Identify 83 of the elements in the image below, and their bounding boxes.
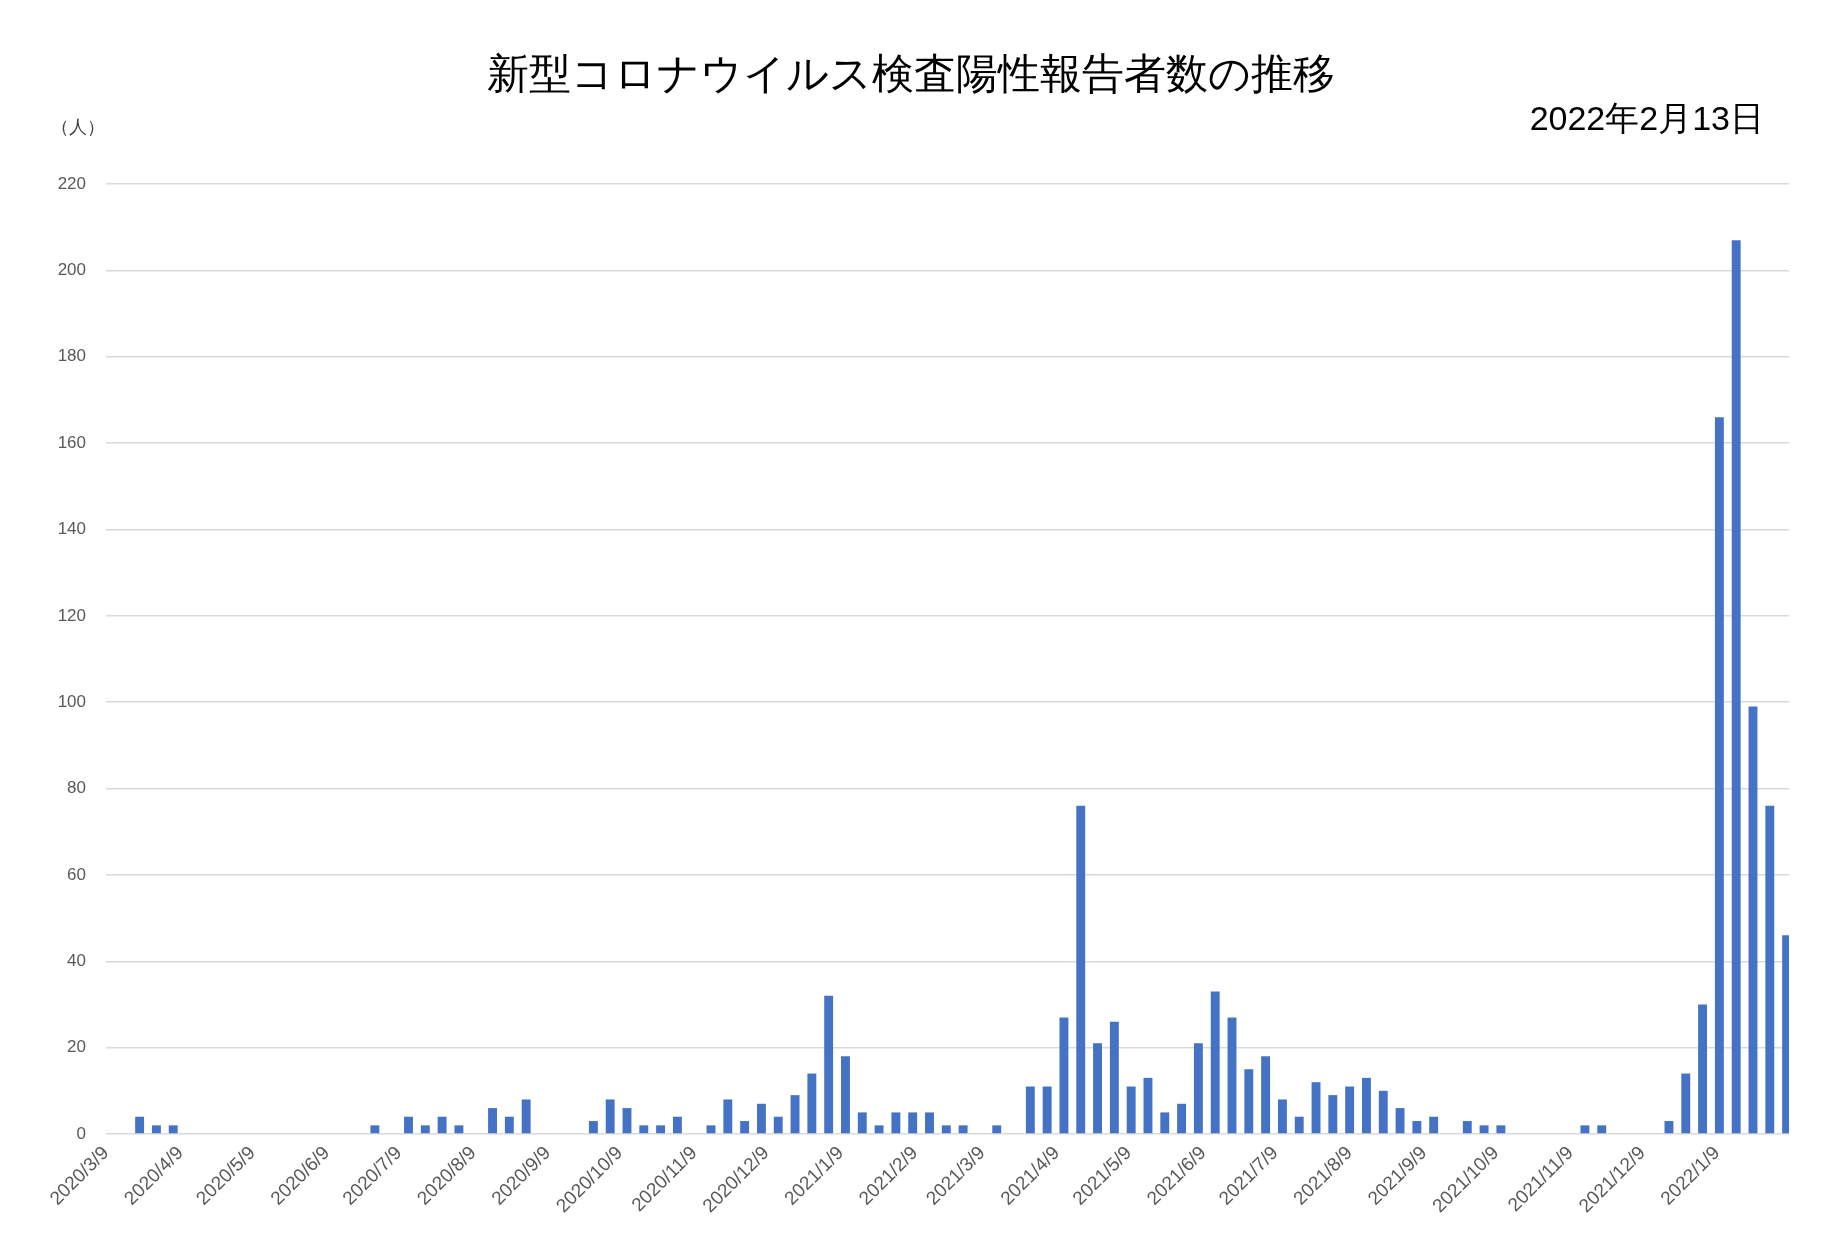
bar <box>488 1108 497 1134</box>
bar <box>404 1116 413 1134</box>
bar <box>1479 1125 1489 1134</box>
y-tick-label: 180 <box>57 346 86 366</box>
bar <box>773 1116 783 1134</box>
y-tick-label: 80 <box>67 778 86 798</box>
bar <box>1681 1073 1691 1134</box>
bar <box>151 1125 161 1134</box>
bar <box>1210 991 1220 1134</box>
bar <box>1042 1086 1052 1134</box>
bar <box>1193 1043 1203 1134</box>
bar <box>1345 1086 1355 1134</box>
bar <box>1311 1082 1321 1134</box>
y-tick-label: 20 <box>67 1037 86 1057</box>
bar <box>1076 805 1086 1134</box>
bar <box>1177 1103 1187 1134</box>
bar <box>891 1112 901 1134</box>
y-tick-label: 100 <box>57 691 86 711</box>
bar <box>1059 1017 1069 1134</box>
bar <box>807 1073 817 1134</box>
bar <box>1597 1125 1607 1134</box>
bar <box>857 1112 867 1134</box>
bar <box>1429 1116 1439 1134</box>
y-tick-label: 200 <box>57 260 86 280</box>
bar <box>168 1125 178 1134</box>
bar <box>1765 805 1775 1134</box>
bar <box>908 1112 918 1134</box>
bar <box>135 1116 145 1134</box>
bar <box>1294 1116 1304 1134</box>
bar <box>1025 1086 1035 1134</box>
bar <box>1731 240 1741 1134</box>
bar <box>1748 706 1758 1134</box>
bar <box>1109 1021 1119 1134</box>
bar <box>1126 1086 1136 1134</box>
bar <box>992 1125 1002 1134</box>
y-axis-title: （人） <box>51 116 105 137</box>
bar <box>504 1116 514 1134</box>
y-tick-label: 140 <box>57 519 86 539</box>
bar <box>958 1125 968 1134</box>
bar <box>841 1056 850 1134</box>
y-tick-label: 160 <box>57 432 86 452</box>
chart-subtitle: 2022年2月13日 <box>1529 99 1764 138</box>
bar <box>1378 1090 1388 1134</box>
bar <box>1698 1004 1708 1134</box>
bar <box>1277 1099 1287 1134</box>
bar <box>824 995 834 1134</box>
bar <box>1580 1125 1590 1134</box>
y-tick-label: 40 <box>67 950 86 970</box>
bar <box>1496 1125 1506 1134</box>
chart-title: 新型コロナウイルス検査陽性報告者数の推移 <box>487 49 1335 97</box>
bar <box>672 1116 682 1134</box>
bar <box>790 1095 800 1134</box>
bar <box>656 1125 666 1134</box>
bar <box>740 1121 750 1134</box>
bar <box>1160 1112 1170 1134</box>
bar <box>588 1121 598 1134</box>
bar <box>874 1125 884 1134</box>
bar <box>521 1099 531 1134</box>
y-tick-label: 220 <box>57 173 86 193</box>
y-tick-label: 0 <box>76 1123 86 1143</box>
bar <box>925 1112 934 1134</box>
bar <box>723 1099 733 1134</box>
bar <box>756 1103 766 1134</box>
bar <box>1412 1121 1422 1134</box>
y-tick-label: 120 <box>57 605 86 625</box>
bar <box>454 1125 464 1134</box>
bar <box>1093 1043 1103 1134</box>
bar <box>1362 1077 1371 1134</box>
bar <box>1261 1056 1271 1134</box>
bar <box>605 1099 615 1134</box>
bar <box>639 1125 649 1134</box>
bar <box>1244 1069 1254 1134</box>
bar <box>1462 1121 1472 1134</box>
bar <box>1395 1108 1405 1134</box>
y-tick-label: 60 <box>67 864 86 884</box>
bar <box>1328 1095 1338 1134</box>
bar <box>941 1125 951 1134</box>
bar <box>420 1125 430 1134</box>
bar <box>706 1125 716 1134</box>
bar <box>1714 417 1724 1134</box>
bar <box>437 1116 447 1134</box>
bar <box>1227 1017 1237 1134</box>
bar <box>370 1125 380 1134</box>
